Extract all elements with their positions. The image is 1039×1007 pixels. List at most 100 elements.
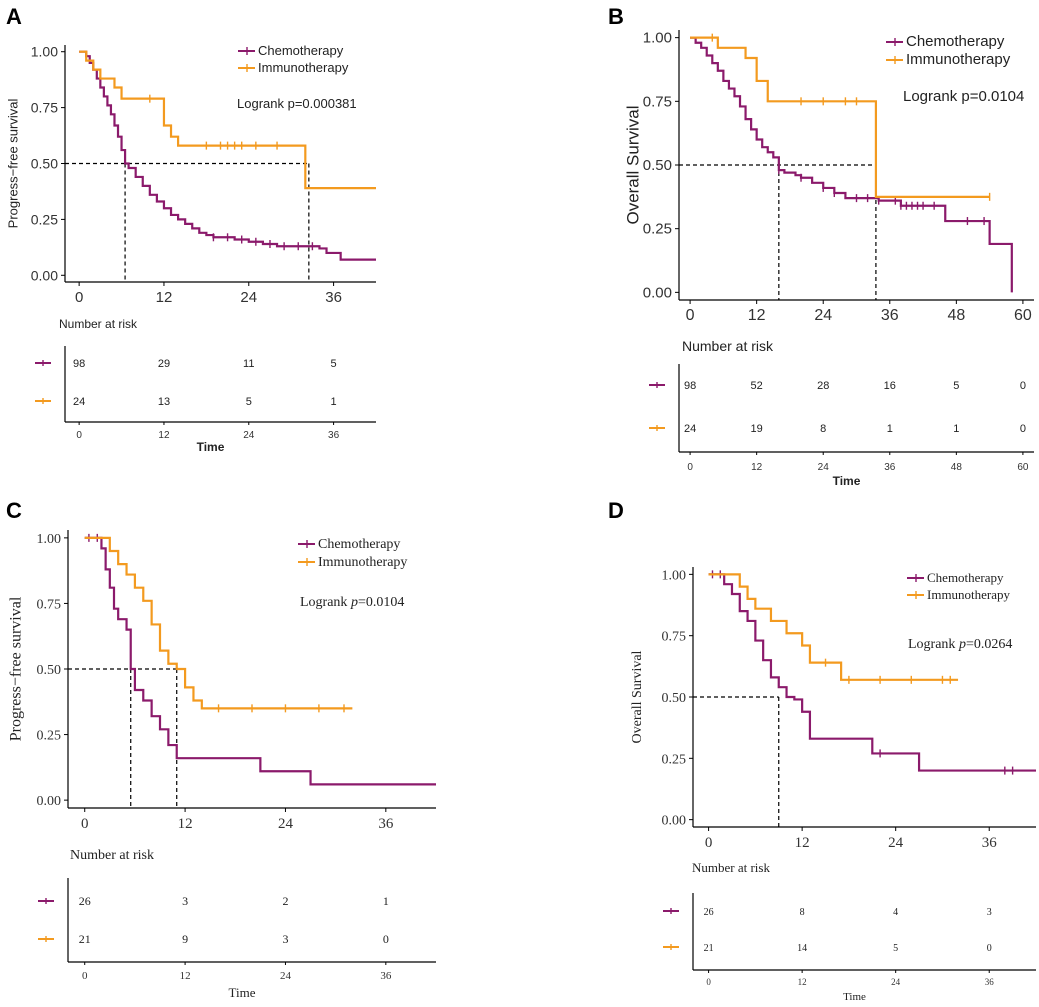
risk-cell: 5 (331, 358, 337, 370)
y-tick-label: 0.25 (643, 221, 672, 238)
x-tick-label: 12 (156, 289, 173, 306)
risk-cell: 4 (893, 907, 898, 918)
risk-cell: 9 (182, 932, 188, 946)
x-tick-label: 36 (982, 835, 998, 851)
y-tick-label: 0.00 (662, 814, 687, 829)
y-tick-label: 0.50 (31, 156, 58, 172)
panel-letter: B (608, 4, 624, 29)
x-tick-label: 24 (814, 307, 832, 324)
risk-cell: 14 (797, 943, 807, 954)
risk-cell: 29 (158, 358, 170, 370)
x-tick-label: 12 (178, 816, 193, 832)
y-tick-label: 0.50 (643, 157, 672, 174)
x-tick-label: 36 (378, 816, 394, 832)
risk-cell: 0 (1020, 423, 1026, 435)
risk-x-tick-label: 12 (158, 430, 170, 441)
risk-cell: 5 (953, 380, 959, 392)
risk-cell: 26 (79, 894, 91, 908)
risk-table-title: Number at risk (682, 338, 774, 354)
risk-x-tick-label: 24 (280, 970, 292, 982)
risk-x-tick-label: 24 (891, 977, 901, 987)
y-axis-label: Progress−free survival (5, 99, 20, 229)
risk-cell: 5 (893, 943, 898, 954)
logrank-annotation: Logrank p=0.0104 (300, 595, 404, 610)
risk-x-tick-label: 0 (82, 970, 88, 982)
panel-d: D 0.00 0.25 0.50 0.75 1.00 0 12 24 36 Overall Surv… (608, 498, 1036, 1003)
risk-cell: 26 (704, 907, 714, 918)
panel-letter: D (608, 498, 624, 523)
km-curve-chemotherapy (79, 50, 376, 261)
y-axis-label: Overall Survival (623, 105, 642, 224)
y-axis-label: Overall Survival (630, 650, 645, 743)
risk-cell: 3 (282, 932, 288, 946)
km-curve-immunotherapy (690, 36, 990, 198)
risk-table-title: Number at risk (70, 848, 154, 863)
logrank-prefix: Logrank (300, 595, 351, 610)
y-tick-label: 1.00 (643, 30, 672, 47)
x-tick-label: 48 (947, 307, 965, 324)
y-tick-label: 0.25 (37, 729, 62, 744)
risk-cell: 5 (246, 396, 252, 408)
x-tick-label: 24 (278, 816, 294, 832)
x-tick-label: 60 (1014, 307, 1032, 324)
risk-x-tick-label: 12 (180, 970, 191, 982)
logrank-value: =0.0264 (966, 637, 1012, 652)
risk-cell: 1 (887, 423, 893, 435)
risk-x-tick-label: 60 (1017, 462, 1029, 473)
risk-x-tick-label: 36 (328, 430, 340, 441)
risk-cell: 2 (282, 894, 288, 908)
legend-label: Immunotherapy (906, 51, 1011, 68)
legend-label: Immunotherapy (927, 587, 1011, 602)
panel-c: C0.000.250.500.751.000 12 24 36Progress−fre… (6, 498, 436, 1000)
risk-x-axis-label: Time (833, 474, 861, 488)
risk-x-tick-label: 36 (884, 462, 896, 473)
x-tick-label: 0 (75, 289, 83, 306)
risk-cell: 3 (987, 907, 992, 918)
panel-letter: C (6, 498, 22, 523)
panel-a: A 0.00 0.25 0.50 0.75 1.00 0 12 24 36 Progress−fre… (5, 4, 376, 454)
risk-x-tick-label: 36 (985, 977, 995, 987)
x-tick-label: 24 (240, 289, 257, 306)
risk-x-tick-label: 36 (380, 970, 392, 982)
risk-cell: 21 (79, 932, 91, 946)
risk-x-tick-label: 24 (243, 430, 255, 441)
y-tick-label: 0.50 (37, 663, 62, 678)
y-tick-label: 0.75 (37, 597, 62, 612)
y-tick-label: 0.00 (37, 794, 62, 809)
risk-cell: 16 (884, 380, 896, 392)
km-curve-immunotherapy (708, 573, 959, 681)
risk-x-tick-label: 0 (687, 462, 693, 473)
logrank-p: p (958, 637, 966, 652)
risk-cell: 1 (383, 894, 389, 908)
risk-cell: 21 (704, 943, 714, 954)
x-tick-label: 36 (325, 289, 342, 306)
risk-cell: 1 (331, 396, 337, 408)
risk-x-axis-label: Time (843, 991, 866, 1003)
risk-cell: 24 (73, 396, 85, 408)
logrank-p: p (350, 595, 358, 610)
risk-x-tick-label: 48 (951, 462, 963, 473)
y-axis-label: Progress−free survival (8, 596, 25, 741)
x-tick-label: 36 (881, 307, 899, 324)
y-tick-label: 0.25 (31, 211, 58, 227)
panel-b: B 0.00 0.25 0.50 0.75 1.00 0 12 24 36 48 60 Overall … (608, 4, 1034, 488)
y-tick-label: 0.75 (31, 100, 58, 116)
y-tick-label: 0.00 (643, 284, 672, 301)
y-tick-label: 0.75 (643, 93, 672, 110)
y-tick-label: 0.25 (662, 752, 687, 767)
y-tick-label: 0.75 (662, 630, 687, 645)
logrank-annotation: Logrank p=0.0264 (908, 637, 1012, 652)
risk-cell: 98 (684, 380, 696, 392)
risk-cell: 98 (73, 358, 85, 370)
logrank-prefix: Logrank (908, 637, 959, 652)
risk-cell: 52 (751, 380, 763, 392)
risk-x-tick-label: 0 (706, 977, 711, 987)
risk-cell: 13 (158, 396, 170, 408)
risk-table-title: Number at risk (692, 860, 770, 875)
risk-x-tick-label: 0 (76, 430, 82, 441)
risk-cell: 8 (820, 423, 826, 435)
legend-label: Chemotherapy (927, 570, 1004, 585)
risk-x-tick-label: 24 (818, 462, 830, 473)
km-curve-immunotherapy (84, 536, 353, 710)
